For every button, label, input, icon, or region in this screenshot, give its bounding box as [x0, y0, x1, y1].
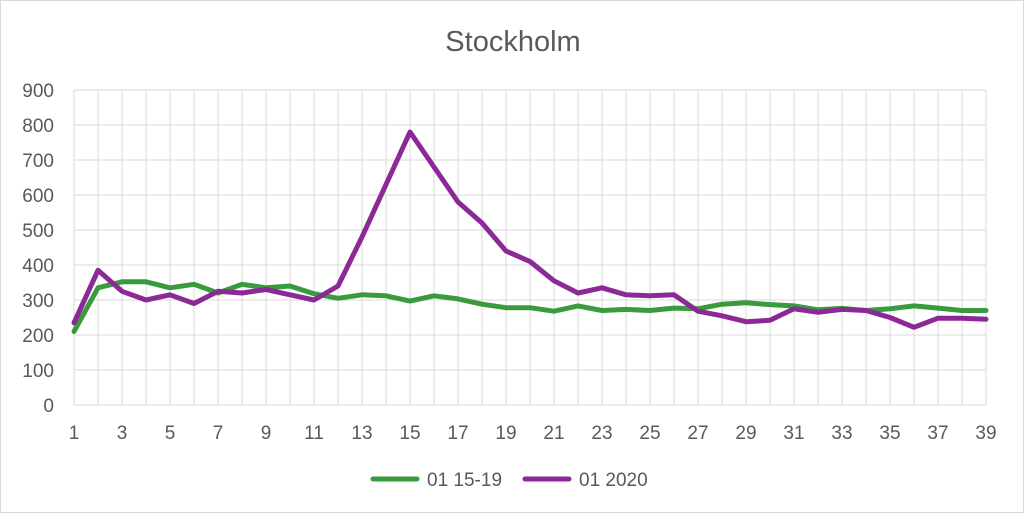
x-tick-label: 3: [117, 423, 128, 444]
x-tick-label: 33: [831, 423, 852, 444]
x-tick-label: 1: [69, 423, 80, 444]
legend: 01 15-19 01 2020: [370, 470, 648, 491]
series-lines: [71, 129, 989, 334]
x-tick-label: 11: [304, 423, 324, 444]
x-tick-label: 27: [687, 423, 708, 444]
y-tick-label: 500: [22, 221, 54, 242]
y-axis-ticks: 0 100 200 300 400 500 600 700 800 900: [22, 81, 54, 417]
x-tick-label: 35: [879, 423, 900, 444]
x-tick-label: 13: [351, 423, 372, 444]
x-tick-label: 25: [639, 423, 660, 444]
x-tick-label: 7: [213, 423, 224, 444]
y-tick-label: 600: [22, 186, 54, 207]
y-tick-label: 700: [22, 151, 54, 172]
legend-label-1: 01 15-19: [427, 470, 502, 491]
y-tick-label: 100: [22, 361, 54, 382]
y-tick-label: 200: [22, 326, 54, 347]
gridlines: [73, 89, 987, 406]
x-tick-label: 31: [783, 423, 804, 444]
x-tick-label: 37: [927, 423, 948, 444]
legend-label-2: 01 2020: [579, 470, 648, 491]
x-tick-label: 21: [543, 423, 564, 444]
x-tick-label: 23: [591, 423, 612, 444]
x-tick-label: 9: [261, 423, 272, 444]
x-tick-label: 39: [975, 423, 996, 444]
y-tick-label: 400: [22, 256, 54, 277]
x-tick-label: 5: [165, 423, 176, 444]
y-tick-label: 900: [22, 81, 54, 102]
y-tick-label: 800: [22, 116, 54, 137]
x-tick-label: 29: [735, 423, 756, 444]
series-line-2: [71, 129, 989, 330]
y-tick-label: 0: [43, 396, 54, 417]
y-tick-label: 300: [22, 291, 54, 312]
chart-title: Stockholm: [445, 26, 580, 58]
x-tick-label: 19: [495, 423, 516, 444]
x-tick-label: 17: [447, 423, 468, 444]
x-axis-ticks: 1 3 5 7 9 11 13 15 17 19 21 23 25 27 29 31 33 35 37 39: [69, 423, 997, 444]
x-tick-label: 15: [399, 423, 420, 444]
